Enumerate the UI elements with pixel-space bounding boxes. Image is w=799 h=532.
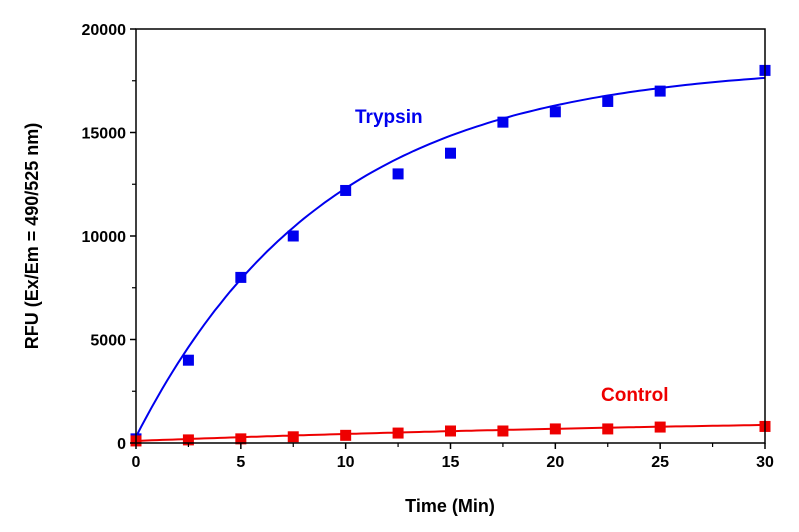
- control-data-point: [392, 427, 404, 439]
- x-tick-label: 10: [337, 454, 355, 471]
- trypsin-fit-line: [135, 76, 766, 438]
- x-axis-label: Time (Min): [405, 496, 495, 516]
- trypsin-data-point: [392, 168, 404, 180]
- control-data-point: [497, 425, 509, 437]
- annotation-control: Control: [601, 385, 669, 406]
- y-tick-label: 20000: [82, 22, 127, 39]
- control-data-point: [340, 429, 352, 441]
- control-data-point: [602, 423, 614, 435]
- y-tick-label: 0: [117, 436, 126, 453]
- trypsin-data-point: [602, 95, 614, 107]
- x-tick-label: 15: [442, 454, 460, 471]
- y-tick-label: 15000: [82, 126, 127, 143]
- x-tick-label: 25: [651, 454, 669, 471]
- trypsin-data-point: [287, 230, 299, 242]
- control-data-point: [654, 421, 666, 433]
- trypsin-data-point: [497, 116, 509, 128]
- control-data-point: [235, 433, 247, 445]
- x-tick-label: 5: [236, 454, 245, 471]
- trypsin-data-point: [549, 106, 561, 118]
- control-data-point: [549, 423, 561, 435]
- control-data-point: [182, 434, 194, 446]
- annotation-trypsin: Trypsin: [355, 107, 423, 128]
- trypsin-data-point: [182, 354, 194, 366]
- x-tick-label: 20: [546, 454, 564, 471]
- trypsin-data-point: [445, 147, 456, 159]
- y-tick-label: 5000: [90, 333, 126, 350]
- trypsin-data-point: [235, 271, 247, 283]
- y-axis-label: RFU (Ex/Em = 490/525 nm): [22, 123, 42, 350]
- x-tick-label: 30: [756, 454, 774, 471]
- control-data-point: [287, 431, 299, 443]
- control-data-point: [445, 425, 456, 437]
- y-tick-label: 10000: [82, 229, 127, 246]
- trypsin-data-point: [340, 184, 352, 196]
- x-tick-label: 0: [132, 454, 141, 471]
- plot-frame: [135, 28, 766, 444]
- trypsin-data-point: [654, 85, 666, 97]
